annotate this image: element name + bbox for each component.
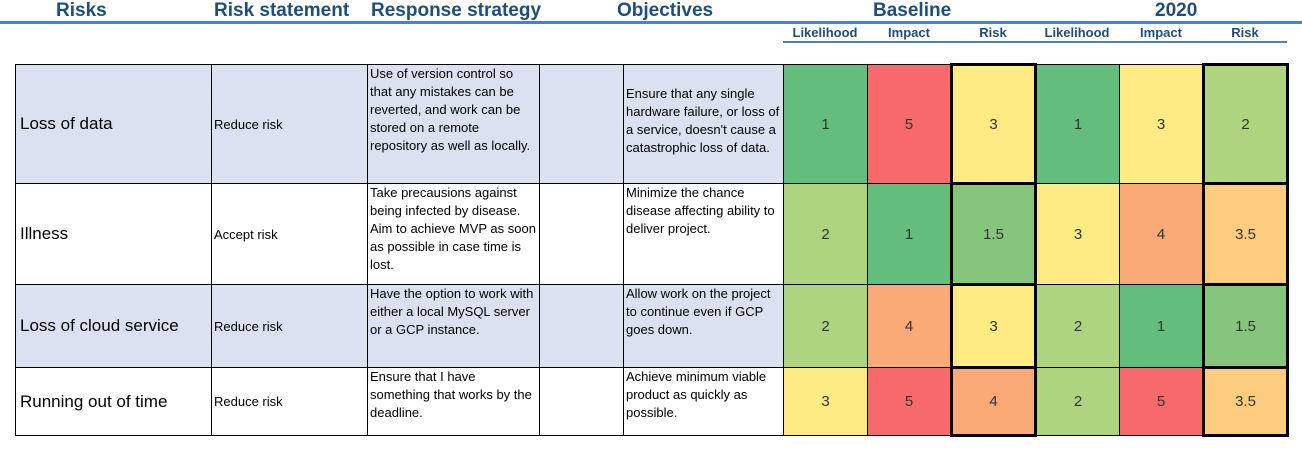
baseline-impact: 5: [867, 64, 952, 184]
baseline-risk: 3: [950, 63, 1037, 185]
year-risk: 1.5: [1202, 283, 1289, 369]
baseline-likelihood: 2: [783, 284, 868, 368]
risk-name: Illness: [15, 183, 212, 285]
risk-statement: Reduce risk: [211, 64, 368, 184]
table-row: Illness Accept risk Take precausions aga…: [15, 182, 1289, 286]
response-strategy: Use of version control so that any mista…: [367, 64, 540, 184]
year-impact: 1: [1119, 284, 1204, 368]
risk-register-table: Loss of data Reduce risk Use of version …: [15, 63, 1289, 437]
objective: Minimize the chance disease affecting ab…: [623, 183, 784, 285]
baseline-risk: 3: [950, 283, 1037, 369]
year-likelihood: 2: [1035, 284, 1120, 368]
blank-cell: [539, 64, 624, 184]
header-risk-statement: Risk statement: [214, 0, 350, 21]
year-risk: 3.5: [1202, 366, 1289, 437]
subheader-2020-likelihood: Likelihood: [1044, 25, 1110, 40]
objective: Allow work on the project to continue ev…: [623, 284, 784, 368]
baseline-impact: 1: [867, 183, 952, 285]
year-impact: 5: [1119, 367, 1204, 436]
blank-cell: [539, 284, 624, 368]
response-strategy: Ensure that I have something that works …: [367, 367, 540, 436]
baseline-likelihood: 3: [783, 367, 868, 436]
header-rule: [0, 21, 1302, 24]
year-risk: 2: [1202, 63, 1289, 185]
header-risks: Risks: [56, 0, 107, 21]
header-baseline: Baseline: [873, 0, 952, 21]
header-response-strategy: Response strategy: [371, 0, 542, 21]
subheader-baseline-impact: Impact: [888, 25, 930, 40]
year-likelihood: 2: [1035, 367, 1120, 436]
objective: Ensure that any single hardware failure,…: [623, 64, 784, 184]
subheader-2020-impact: Impact: [1140, 25, 1182, 40]
year-impact: 4: [1119, 183, 1204, 285]
subheader-2020-risk: Risk: [1231, 25, 1259, 40]
risk-name: Running out of time: [15, 367, 212, 436]
blank-cell: [539, 183, 624, 285]
risk-name: Loss of cloud service: [15, 284, 212, 368]
baseline-impact: 5: [867, 367, 952, 436]
year-risk: 3.5: [1202, 182, 1289, 286]
baseline-likelihood: 2: [783, 183, 868, 285]
year-likelihood: 3: [1035, 183, 1120, 285]
response-strategy: Have the option to work with either a lo…: [367, 284, 540, 368]
subheader-baseline-risk: Risk: [979, 25, 1007, 40]
risk-statement: Accept risk: [211, 183, 368, 285]
baseline-risk: 4: [950, 366, 1037, 437]
blank-cell: [539, 367, 624, 436]
header-year: 2020: [1155, 0, 1198, 21]
objective: Achieve minimum viable product as quickl…: [623, 367, 784, 436]
header-objectives: Objectives: [617, 0, 714, 21]
year-impact: 3: [1119, 64, 1204, 184]
table-row: Loss of cloud service Reduce risk Have t…: [15, 283, 1289, 369]
risk-name: Loss of data: [15, 64, 212, 184]
baseline-risk: 1.5: [950, 182, 1037, 286]
year-likelihood: 1: [1035, 64, 1120, 184]
table-row: Running out of time Reduce risk Ensure t…: [15, 366, 1289, 437]
subheader-baseline-likelihood: Likelihood: [792, 25, 858, 40]
risk-statement: Reduce risk: [211, 284, 368, 368]
subheader-rule: [783, 41, 1287, 43]
baseline-impact: 4: [867, 284, 952, 368]
table-row: Loss of data Reduce risk Use of version …: [15, 63, 1289, 185]
baseline-likelihood: 1: [783, 64, 868, 184]
risk-statement: Reduce risk: [211, 367, 368, 436]
response-strategy: Take precausions against being infected …: [367, 183, 540, 285]
